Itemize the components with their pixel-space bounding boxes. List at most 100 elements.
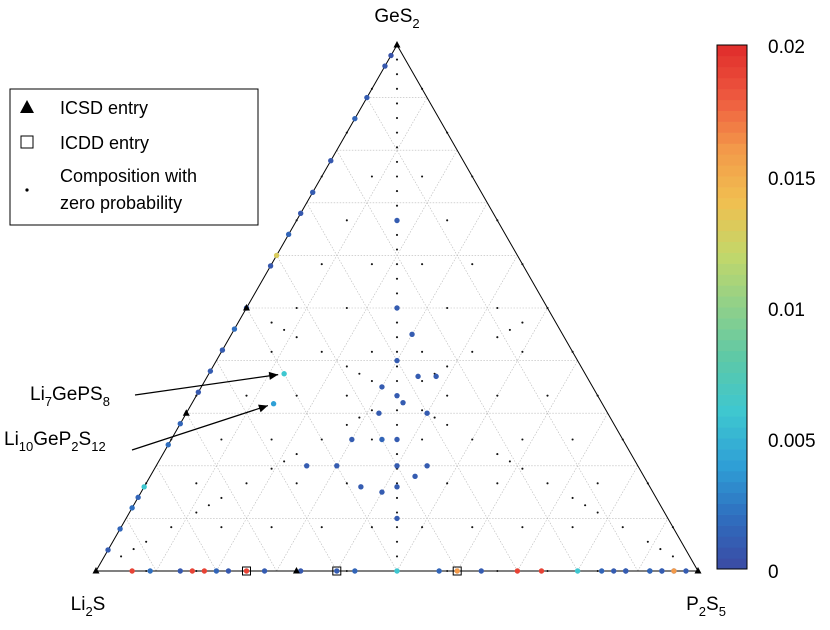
zero-probability-point: [571, 496, 574, 499]
probability-point: [201, 568, 208, 574]
zero-probability-point: [370, 380, 373, 383]
probability-point: [394, 305, 400, 311]
probability-point: [231, 326, 238, 332]
zero-probability-point: [671, 555, 674, 558]
zero-probability-point: [170, 438, 173, 441]
colorbar-band: [717, 241, 747, 253]
colorbar-bands: [717, 44, 747, 570]
zero-probability-point: [521, 467, 524, 470]
probability-point: [334, 463, 340, 469]
annotation-arrow-line: [134, 374, 279, 396]
zero-probability-point: [508, 328, 511, 331]
zero-probability-point: [395, 204, 399, 207]
probability-point: [574, 568, 581, 574]
colorbar-band: [717, 448, 747, 461]
zero-probability-point: [220, 526, 223, 529]
zero-probability-point: [195, 511, 198, 514]
colorbar-band: [717, 536, 747, 548]
probability-point: [364, 94, 370, 101]
probability-point: [394, 392, 400, 399]
vertex-label-right: P2S5: [686, 594, 726, 619]
grid-line: [125, 518, 157, 572]
colorbar-band: [717, 252, 747, 264]
zero-probability-point: [596, 482, 599, 485]
zero-probability-point: [421, 350, 424, 353]
colorbar-band: [717, 110, 747, 122]
zero-probability-point: [571, 438, 574, 441]
probability-point: [129, 505, 135, 511]
zero-probability-point: [395, 73, 399, 76]
zero-probability-point: [621, 438, 624, 441]
probability-point: [394, 436, 400, 443]
probability-point: [412, 473, 418, 480]
grid-line: [456, 360, 578, 572]
colorbar-band: [717, 296, 747, 308]
zero-probability-point: [646, 540, 649, 543]
colorbar-tick-0: 0.02: [768, 37, 805, 58]
zero-probability-point: [646, 482, 649, 485]
annotation-label-li7gepS8: Li7GePS8: [30, 384, 110, 409]
zero-probability-point: [370, 263, 373, 266]
colorbar-band: [717, 317, 747, 330]
probability-point: [538, 568, 545, 574]
zero-probability-point: [546, 394, 549, 397]
zero-probability-point: [120, 555, 123, 558]
zero-probability-point: [421, 526, 424, 529]
colorbar-band: [717, 427, 747, 439]
zero-probability-point: [195, 394, 198, 397]
colorbar-band: [717, 143, 747, 155]
colorbar-band: [717, 263, 747, 275]
zero-probability-point: [395, 482, 399, 485]
zero-probability-point: [395, 58, 399, 61]
zero-probability-point: [395, 409, 399, 412]
zero-probability-point: [496, 569, 499, 573]
grid-line: [577, 465, 639, 572]
zero-probability-point: [421, 438, 424, 441]
zero-probability-point: [395, 336, 399, 339]
zero-probability-point: [395, 233, 399, 236]
probability-point: [147, 568, 153, 574]
colorbar-band: [717, 339, 747, 352]
probability-point: [243, 568, 250, 574]
zero-probability-point: [421, 87, 424, 90]
colorbar-band: [717, 219, 747, 232]
icsd-marker: [292, 567, 300, 574]
probability-point: [514, 568, 521, 574]
vertex-label-left: Li2S: [71, 594, 106, 619]
probability-point: [334, 568, 340, 574]
probability-point: [105, 547, 111, 553]
colorbar-band: [717, 547, 747, 559]
colorbar-band: [717, 197, 747, 210]
colorbar-band: [717, 503, 747, 515]
zero-probability-point: [621, 526, 624, 529]
colorbar-band: [717, 438, 747, 450]
probability-point: [177, 568, 183, 574]
annotation-arrowhead: [268, 371, 279, 380]
colorbar-band: [717, 405, 747, 417]
zero-probability-point: [345, 365, 348, 368]
probability-point: [400, 399, 406, 406]
probability-point: [297, 210, 304, 217]
zero-probability-point: [295, 482, 298, 485]
vertex-label-top: GeS2: [374, 6, 419, 31]
probability-point: [165, 442, 171, 448]
icdd-marker: [242, 566, 251, 576]
zero-probability-point: [270, 438, 273, 441]
colorbar-band: [717, 459, 747, 472]
legend: ICSD entry ICDD entry Composition with z…: [9, 88, 259, 226]
probability-point: [267, 263, 274, 269]
probability-point: [141, 484, 147, 490]
zero-probability-point: [132, 548, 135, 551]
probability-point: [213, 568, 220, 574]
icsd-marker: [243, 304, 250, 311]
zero-probability-point: [370, 175, 373, 178]
zero-probability-point: [145, 482, 148, 485]
probability-point: [647, 568, 653, 574]
zero-probability-point: [145, 540, 148, 543]
colorbar-band: [717, 45, 747, 57]
grid-line: [186, 413, 277, 572]
zero-probability-points: [94, 43, 700, 573]
grid-line: [366, 97, 639, 572]
probability-point: [683, 568, 689, 574]
probability-point: [623, 568, 629, 574]
